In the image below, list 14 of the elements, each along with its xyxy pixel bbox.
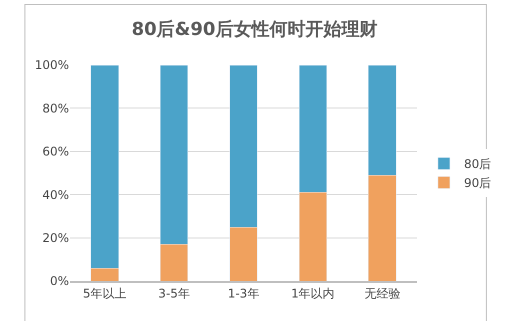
y-tick-label: 100% [34,58,69,72]
x-tick-label: 3-5年 [158,286,190,300]
x-tick-label: 1年以内 [291,286,335,300]
legend-label: 80后 [464,157,492,172]
legend-label: 90后 [464,176,492,190]
x-tick-label: 1-3年 [228,286,260,300]
y-tick-label: 0% [50,274,69,288]
y-tick-label: 40% [42,188,69,202]
chart-title: 80后&90后女性何时开始理财 [132,19,378,40]
x-tick-label: 无经验 [364,286,400,300]
x-tick-label: 5年以上 [82,286,127,300]
y-tick-label: 20% [42,231,69,245]
y-tick-label: 60% [42,144,69,159]
y-tick-label: 80% [42,101,69,116]
